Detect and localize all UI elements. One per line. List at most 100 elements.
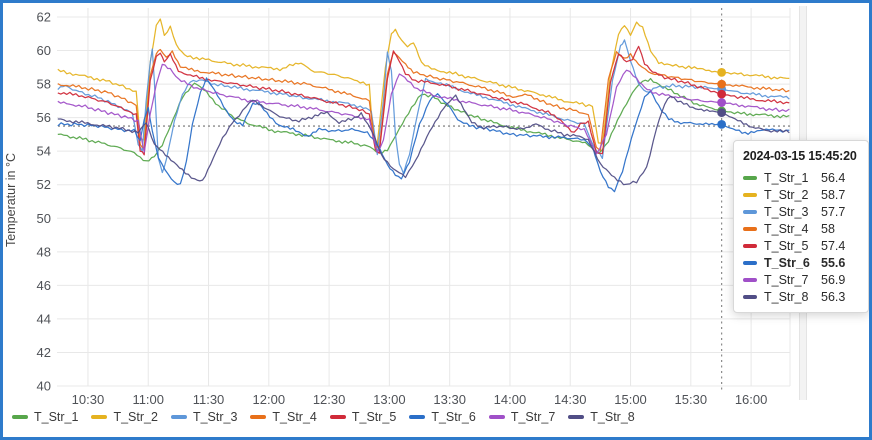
tooltip-rows: T_Str_1 56.4 T_Str_2 58.7 T_Str_3 57.7 T_Str_4… bbox=[743, 169, 859, 305]
tooltip-series-name: T_Str_7 bbox=[764, 272, 809, 287]
y-tick-label: 44 bbox=[37, 311, 51, 326]
y-tick-label: 42 bbox=[37, 345, 51, 360]
series-line-T_Str_5 bbox=[57, 45, 790, 156]
series-line-T_Str_1 bbox=[57, 77, 790, 162]
series-color-swatch bbox=[743, 209, 757, 214]
x-tick-label: 14:30 bbox=[554, 392, 587, 407]
tooltip-series-value: 56.3 bbox=[821, 289, 846, 304]
x-tick-label: 12:00 bbox=[253, 392, 286, 407]
x-tick-label: 14:00 bbox=[494, 392, 527, 407]
tooltip-row-T_Str_3: T_Str_3 57.7 bbox=[743, 203, 859, 220]
legend-item-T_Str_1[interactable]: T_Str_1 bbox=[12, 410, 78, 424]
tooltip-series-name: T_Str_2 bbox=[764, 187, 809, 202]
tooltip-series-value: 58.7 bbox=[821, 187, 846, 202]
x-tick-label: 12:30 bbox=[313, 392, 346, 407]
series-color-swatch bbox=[743, 192, 757, 197]
series-line-T_Str_6 bbox=[57, 77, 790, 193]
cursor-point-T_Str_5 bbox=[717, 89, 727, 99]
y-tick-label: 60 bbox=[37, 43, 51, 58]
y-tick-label: 56 bbox=[37, 110, 51, 125]
series-color-swatch bbox=[743, 294, 757, 299]
cursor-point-T_Str_7 bbox=[717, 98, 727, 107]
tooltip-series-name: T_Str_8 bbox=[764, 289, 809, 304]
tooltip-series-name: T_Str_5 bbox=[764, 238, 809, 253]
legend-color-swatch bbox=[329, 415, 346, 419]
x-tick-label: 10:30 bbox=[72, 392, 105, 407]
legend-item-T_Str_4[interactable]: T_Str_4 bbox=[250, 410, 317, 424]
tooltip-series-value: 58 bbox=[821, 221, 835, 236]
legend-item-T_Str_7[interactable]: T_Str_7 bbox=[488, 410, 556, 424]
tooltip-row-T_Str_1: T_Str_1 56.4 bbox=[743, 169, 859, 186]
cursor-point-T_Str_8 bbox=[717, 108, 727, 118]
cursor-point-T_Str_6 bbox=[717, 119, 727, 129]
legend-label: T_Str_7 bbox=[510, 410, 556, 424]
legend-item-T_Str_2[interactable]: T_Str_2 bbox=[91, 410, 158, 424]
y-tick-label: 54 bbox=[37, 144, 51, 159]
y-tick-label: 52 bbox=[37, 177, 51, 192]
x-tick-label: 15:00 bbox=[614, 392, 647, 407]
legend-color-swatch bbox=[488, 415, 505, 419]
legend-label: T_Str_6 bbox=[431, 410, 476, 424]
cursor-point-T_Str_2 bbox=[717, 67, 727, 77]
x-tick-label: 13:00 bbox=[373, 392, 406, 407]
tooltip-series-value: 57.4 bbox=[821, 238, 846, 253]
series-line-T_Str_7 bbox=[57, 63, 790, 155]
tooltip-timestamp: 2024-03-15 15:45:20 bbox=[743, 149, 857, 163]
y-tick-label: 50 bbox=[37, 211, 51, 226]
x-tick-label: 16:00 bbox=[735, 392, 768, 407]
tooltip-row-T_Str_2: T_Str_2 58.7 bbox=[743, 186, 859, 203]
tooltip-series-value: 56.4 bbox=[821, 170, 846, 185]
legend-label: T_Str_2 bbox=[113, 410, 158, 424]
legend-color-swatch bbox=[568, 415, 585, 419]
legend-item-T_Str_5[interactable]: T_Str_5 bbox=[329, 410, 397, 424]
tooltip-series-name: T_Str_4 bbox=[764, 221, 809, 236]
x-tick-label: 11:30 bbox=[193, 392, 225, 407]
tooltip-row-T_Str_4: T_Str_4 58 bbox=[743, 220, 859, 237]
chart-tooltip: 2024-03-15 15:45:20 T_Str_1 56.4 T_Str_2 58… bbox=[733, 140, 869, 313]
series-color-swatch bbox=[743, 260, 757, 265]
legend-color-swatch bbox=[250, 415, 267, 419]
series-line-T_Str_8 bbox=[57, 94, 790, 186]
tooltip-series-value: 57.7 bbox=[821, 204, 846, 219]
tooltip-series-value: 56.9 bbox=[821, 272, 846, 287]
legend-label: T_Str_3 bbox=[192, 410, 238, 424]
legend-label: T_Str_4 bbox=[272, 410, 317, 424]
cursor-point-T_Str_4 bbox=[717, 79, 727, 89]
legend-item-T_Str_3[interactable]: T_Str_3 bbox=[170, 410, 238, 424]
legend-item-T_Str_8[interactable]: T_Str_8 bbox=[568, 410, 635, 424]
tooltip-row-T_Str_7: T_Str_7 56.9 bbox=[743, 271, 859, 288]
tooltip-series-name: T_Str_3 bbox=[764, 204, 809, 219]
legend-color-swatch bbox=[170, 415, 187, 419]
series-line-T_Str_3 bbox=[57, 39, 790, 175]
tooltip-row-T_Str_5: T_Str_5 57.4 bbox=[743, 237, 859, 254]
y-tick-label: 46 bbox=[37, 278, 51, 293]
y-tick-label: 40 bbox=[37, 378, 51, 393]
legend-label: T_Str_1 bbox=[34, 410, 79, 424]
legend-item-T_Str_6[interactable]: T_Str_6 bbox=[409, 410, 476, 424]
series-color-swatch bbox=[743, 226, 757, 231]
tooltip-row-T_Str_6: T_Str_6 55.6 bbox=[743, 254, 859, 271]
legend-color-swatch bbox=[12, 415, 28, 419]
tooltip-series-name: T_Str_1 bbox=[764, 170, 809, 185]
x-tick-label: 11:00 bbox=[132, 392, 164, 407]
tooltip-row-T_Str_8: T_Str_8 56.3 bbox=[743, 288, 859, 305]
y-tick-label: 62 bbox=[37, 10, 51, 25]
chart-legend: T_Str_1 T_Str_2 T_Str_3 T_Str_4 T_Str_5 T_Str… bbox=[12, 408, 648, 426]
series-color-swatch bbox=[743, 243, 757, 248]
grid: 62 60 58 56 54 52 50 48 46 44 42 40 10:30 11:00 11:30 1… bbox=[37, 8, 791, 407]
x-tick-label: 15:30 bbox=[675, 392, 708, 407]
y-axis-title: Temperatur in °C bbox=[4, 153, 18, 247]
legend-color-swatch bbox=[91, 415, 108, 419]
series-color-swatch bbox=[743, 277, 757, 282]
series-line-T_Str_2 bbox=[57, 18, 790, 145]
temperature-chart[interactable]: 62 60 58 56 54 52 50 48 46 44 42 40 10:30 11:00 11:30 1… bbox=[3, 3, 869, 437]
y-tick-label: 58 bbox=[37, 77, 51, 92]
legend-color-swatch bbox=[409, 415, 426, 419]
legend-label: T_Str_8 bbox=[590, 410, 635, 424]
tooltip-series-name: T_Str_6 bbox=[764, 255, 810, 270]
tooltip-series-value: 55.6 bbox=[821, 255, 846, 270]
legend-label: T_Str_5 bbox=[351, 410, 397, 424]
series-color-swatch bbox=[743, 175, 757, 180]
x-tick-label: 13:30 bbox=[433, 392, 466, 407]
